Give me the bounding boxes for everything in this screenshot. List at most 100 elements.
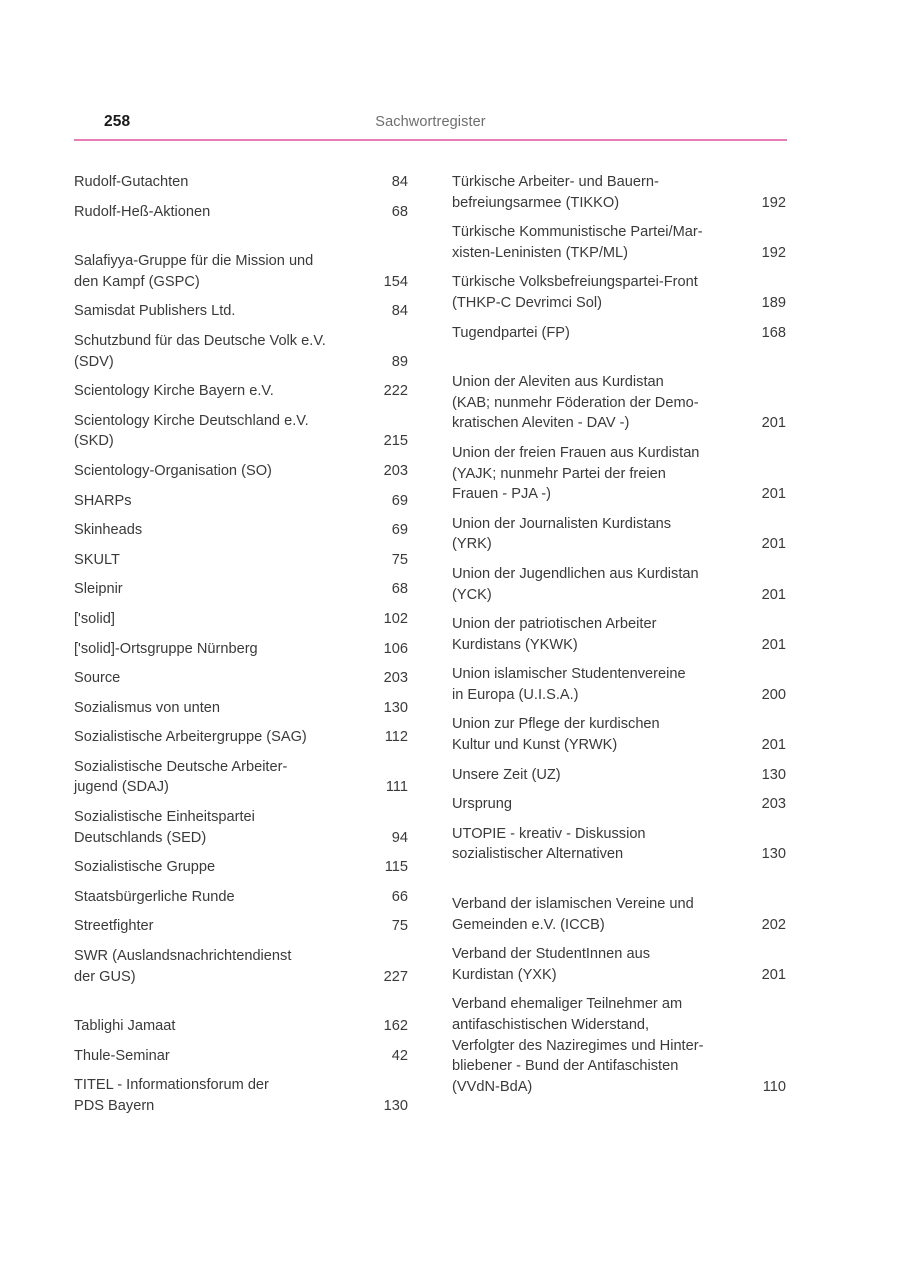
index-entry-term: Rudolf-Heß-Aktionen <box>74 203 211 220</box>
index-entry-page-number: 201 <box>761 536 786 553</box>
index-entry-term: Sozialismus von unten <box>74 699 221 716</box>
index-entry[interactable]: Verband der StudentInnen aus Kurdistan (… <box>452 944 786 985</box>
index-entry-term: ['solid]-Ortsgruppe Nürnberg <box>74 640 258 657</box>
index-entry[interactable]: Union der freien Frauen aus Kurdistan (Y… <box>452 443 786 505</box>
index-entry-term: Tablighi Jamaat <box>74 1018 176 1035</box>
index-entry-page-number: 110 <box>762 1078 786 1095</box>
index-entry[interactable]: Union der Jugendlichen aus Kurdistan (YC… <box>452 564 786 605</box>
index-entry-term: Sozialistische Gruppe <box>74 859 216 876</box>
letter-group-separator <box>74 231 408 251</box>
index-entry[interactable]: TITEL - Informationsforum der PDS Bayern… <box>74 1075 408 1116</box>
index-entry-term: SWR (Auslandsnachrichtendienst der GUS) <box>74 948 292 985</box>
index-entry-page-number: 162 <box>383 1018 408 1035</box>
index-entry[interactable]: Rudolf-Gutachten 84 <box>74 172 408 193</box>
index-entry[interactable]: Sozialistische Einheitspartei Deutschlan… <box>74 807 408 848</box>
index-entry-term: Source <box>74 670 121 687</box>
index-entry[interactable]: Union der patriotischen Arbeiter Kurdist… <box>452 614 786 655</box>
index-entry[interactable]: Streetfighter 75 <box>74 916 408 937</box>
index-entry-page-number: 201 <box>761 636 786 653</box>
index-entry-page-number: 222 <box>383 383 408 400</box>
index-entry-page-number: 201 <box>761 586 786 603</box>
index-entry-page-number: 66 <box>391 888 408 905</box>
index-entry[interactable]: Union zur Pflege der kurdischen Kultur u… <box>452 714 786 755</box>
letter-group-separator <box>452 874 786 894</box>
index-entry-page-number: 130 <box>383 699 408 716</box>
index-columns: Rudolf-Gutachten 84 Rudolf-Heß-Aktionen 68 S… <box>74 172 787 1126</box>
index-entry-term: TITEL - Informationsforum der PDS Bayern <box>74 1077 269 1114</box>
index-entry[interactable]: Sozialismus von unten 130 <box>74 698 408 719</box>
index-entry-page-number: 89 <box>391 353 408 370</box>
index-entry-page-number: 130 <box>761 766 786 783</box>
index-entry[interactable]: Unsere Zeit (UZ) 130 <box>452 765 786 786</box>
index-entry-page-number: 200 <box>761 686 786 703</box>
index-entry-term: Unsere Zeit (UZ) <box>452 766 561 783</box>
index-entry[interactable]: SHARPs 69 <box>74 491 408 512</box>
index-entry-term: Rudolf-Gutachten <box>74 174 189 190</box>
index-entry[interactable]: Source 203 <box>74 668 408 689</box>
letter-group-separator <box>452 352 786 372</box>
index-entry[interactable]: Thule-Seminar 42 <box>74 1046 408 1067</box>
index-entry-term: Sozialistische Deutsche Arbeiter- jugend… <box>74 758 288 796</box>
index-column-right: Türkische Arbeiter- und Bauern- befreiun… <box>452 172 786 1126</box>
index-entry[interactable]: Rudolf-Heß-Aktionen 68 <box>74 202 408 223</box>
index-entry[interactable]: Türkische Kommunistische Partei/Mar- xis… <box>452 222 786 263</box>
index-entry[interactable]: Tugendpartei (FP) 168 <box>452 323 786 344</box>
index-entry[interactable]: Sozialistische Arbeitergruppe (SAG) 112 <box>74 727 408 748</box>
index-entry[interactable]: Scientology-Organisation (SO) 203 <box>74 461 408 482</box>
index-entry-term: Union der Jugendlichen aus Kurdistan (YC… <box>452 565 699 603</box>
index-entry[interactable]: Ursprung 203 <box>452 794 786 815</box>
index-entry-term: Sozialistische Einheitspartei Deutschlan… <box>74 809 255 846</box>
index-entry-page-number: 130 <box>761 846 786 863</box>
index-entry-term: Scientology Kirche Deutschland e.V. (SKD… <box>74 412 309 450</box>
index-entry-term: Union der freien Frauen aus Kurdistan (Y… <box>452 444 700 503</box>
index-entry-term: Sleipnir <box>74 581 123 598</box>
index-entry-term: Skinheads <box>74 522 143 539</box>
index-entry-page-number: 201 <box>761 737 786 754</box>
index-entry[interactable]: Türkische Arbeiter- und Bauern- befreiun… <box>452 172 786 213</box>
index-entry[interactable]: ['solid] 102 <box>74 609 408 630</box>
index-entry[interactable]: Sozialistische Gruppe 115 <box>74 857 408 878</box>
index-entry-page-number: 106 <box>383 640 408 657</box>
index-entry[interactable]: Sleipnir 68 <box>74 579 408 600</box>
index-entry[interactable]: SKULT 75 <box>74 550 408 571</box>
index-entry-page-number: 69 <box>391 522 408 539</box>
index-entry-page-number: 192 <box>761 244 786 261</box>
index-entry[interactable]: Sozialistische Deutsche Arbeiter- jugend… <box>74 757 408 798</box>
page-number: 258 <box>104 113 131 130</box>
index-entry[interactable]: Verband der islamischen Vereine und Geme… <box>452 894 786 935</box>
index-entry[interactable]: Verband ehemaliger Teilnehmer am antifas… <box>452 994 786 1097</box>
index-entry[interactable]: Staatsbürgerliche Runde 66 <box>74 887 408 908</box>
index-entry-term: Union der Journalisten Kurdistans (YRK) <box>452 515 672 553</box>
index-entry-page-number: 115 <box>384 859 408 876</box>
index-entry-page-number: 69 <box>391 492 408 509</box>
index-entry[interactable]: Scientology Kirche Bayern e.V. 222 <box>74 381 408 402</box>
index-entry[interactable]: Union der Aleviten aus Kurdistan (KAB; n… <box>452 372 786 434</box>
index-entry[interactable]: UTOPIE - kreativ - Diskussion sozialisti… <box>452 824 786 865</box>
index-entry[interactable]: Salafiyya-Gruppe für die Mission und den… <box>74 251 408 292</box>
index-entry-term: Union zur Pflege der kurdischen Kultur u… <box>452 716 660 754</box>
index-entry[interactable]: Türkische Volksbefreiungspartei-Front (T… <box>452 272 786 313</box>
index-entry[interactable]: Skinheads 69 <box>74 520 408 541</box>
index-entry-term: Türkische Volksbefreiungspartei-Front (T… <box>452 274 698 311</box>
index-entry[interactable]: Tablighi Jamaat 162 <box>74 1016 408 1037</box>
index-entry-page-number: 75 <box>391 918 408 935</box>
index-entry[interactable]: ['solid]-Ortsgruppe Nürnberg 106 <box>74 639 408 660</box>
running-header-title: Sachwortregister <box>375 114 486 130</box>
index-entry-page-number: 189 <box>761 294 786 311</box>
index-entry-page-number: 201 <box>761 966 786 983</box>
index-entry-term: Union islamischer Studentenvereine in Eu… <box>452 666 686 703</box>
index-entry-term: Samisdat Publishers Ltd. <box>74 303 236 320</box>
index-entry[interactable]: Union der Journalisten Kurdistans (YRK) 2… <box>452 514 786 555</box>
index-entry-page-number: 201 <box>761 486 786 503</box>
index-entry-page-number: 111 <box>385 779 408 796</box>
index-entry[interactable]: Schutzbund für das Deutsche Volk e.V. (S… <box>74 331 408 372</box>
index-entry[interactable]: Samisdat Publishers Ltd. 84 <box>74 301 408 322</box>
index-entry-term: Streetfighter <box>74 918 154 935</box>
index-entry-page-number: 42 <box>391 1047 408 1064</box>
index-entry[interactable]: Scientology Kirche Deutschland e.V. (SKD… <box>74 411 408 452</box>
index-entry-term: Salafiyya-Gruppe für die Mission und den… <box>74 253 314 290</box>
index-entry[interactable]: Union islamischer Studentenvereine in Eu… <box>452 664 786 705</box>
index-entry-term: Staatsbürgerliche Runde <box>74 888 235 905</box>
index-entry[interactable]: SWR (Auslandsnachrichtendienst der GUS) 2… <box>74 946 408 987</box>
index-entry-term: SHARPs <box>74 492 132 509</box>
